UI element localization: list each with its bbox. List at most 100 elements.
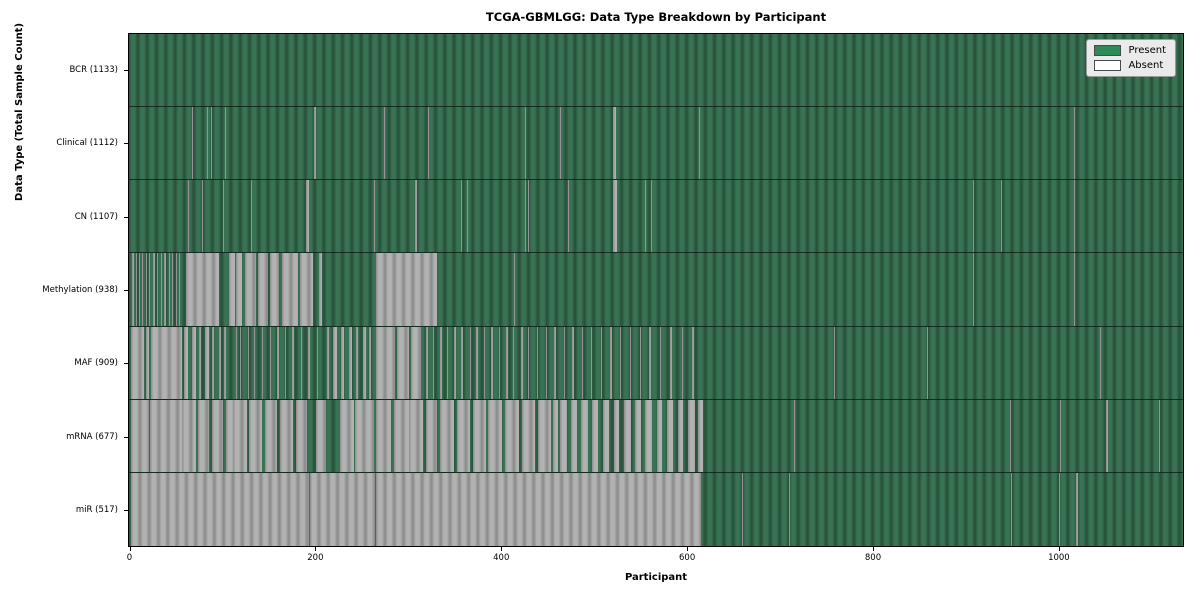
xtick-label-1000: 1000 bbox=[1048, 553, 1070, 563]
chart-title: TCGA-GBMLGG: Data Type Breakdown by Part… bbox=[485, 10, 827, 24]
absent-run bbox=[254, 326, 256, 399]
absent-run bbox=[150, 326, 182, 399]
absent-run bbox=[645, 180, 647, 253]
absent-run bbox=[498, 326, 500, 399]
absent-run bbox=[348, 326, 352, 399]
absent-run bbox=[224, 326, 227, 399]
ytick-mark bbox=[124, 143, 128, 145]
absent-run bbox=[491, 326, 493, 399]
absent-run bbox=[188, 180, 190, 253]
absent-run bbox=[528, 326, 530, 399]
xtick-label-400: 400 bbox=[493, 553, 510, 563]
absent-run bbox=[212, 399, 224, 472]
absent-run bbox=[590, 326, 593, 399]
absent-run bbox=[568, 180, 570, 253]
absent-run bbox=[163, 253, 166, 326]
ytick-mark bbox=[124, 363, 128, 365]
absent-run bbox=[635, 399, 641, 472]
ytick-mark bbox=[124, 216, 128, 218]
absent-run bbox=[393, 399, 410, 472]
absent-run bbox=[136, 253, 138, 326]
absent-run bbox=[536, 326, 539, 399]
absent-run bbox=[397, 326, 410, 399]
absent-run bbox=[186, 253, 219, 326]
xtick-label-0: 0 bbox=[126, 553, 133, 563]
absent-run bbox=[505, 399, 519, 472]
absent-run bbox=[257, 253, 269, 326]
absent-run bbox=[972, 253, 974, 326]
absent-run bbox=[317, 326, 319, 399]
absent-run bbox=[316, 399, 326, 472]
legend-item-present: Present bbox=[1094, 45, 1166, 56]
ytick-mark bbox=[124, 290, 128, 291]
ytick-label-methylation: Methylation (938) bbox=[42, 285, 118, 295]
present-swatch bbox=[1094, 45, 1122, 56]
row-methylation bbox=[129, 253, 1183, 327]
absent-run bbox=[581, 399, 588, 472]
absent-run bbox=[926, 326, 928, 399]
xtick-label-600: 600 bbox=[679, 553, 696, 563]
xtick-mark bbox=[129, 547, 131, 551]
absent-run bbox=[326, 326, 330, 399]
xtick-mark bbox=[1058, 547, 1060, 551]
absent-run bbox=[306, 180, 309, 253]
absent-run bbox=[247, 326, 250, 399]
absent-run bbox=[1075, 472, 1078, 546]
absent-run bbox=[476, 326, 479, 399]
absent-run bbox=[624, 399, 631, 472]
absent-run bbox=[341, 326, 345, 399]
absent-run bbox=[456, 399, 470, 472]
absent-run bbox=[168, 253, 170, 326]
absent-run bbox=[439, 326, 442, 399]
absent-run bbox=[610, 326, 612, 399]
absent-run bbox=[461, 326, 464, 399]
absent-run bbox=[251, 180, 253, 253]
absent-run bbox=[505, 326, 508, 399]
absent-run bbox=[236, 253, 242, 326]
absent-run bbox=[339, 399, 354, 472]
legend-present-label: Present bbox=[1128, 45, 1166, 56]
absent-run bbox=[313, 107, 317, 180]
absent-run bbox=[972, 180, 974, 253]
absent-run bbox=[650, 180, 652, 253]
absent-run bbox=[1058, 472, 1060, 546]
absent-run bbox=[461, 180, 463, 253]
absent-run bbox=[374, 180, 375, 253]
absent-run bbox=[181, 399, 196, 472]
absent-run bbox=[691, 326, 694, 399]
absent-run bbox=[788, 472, 790, 546]
absent-run bbox=[150, 399, 182, 472]
absent-run bbox=[656, 399, 663, 472]
absent-run bbox=[426, 399, 438, 472]
absent-run bbox=[244, 253, 256, 326]
absent-run bbox=[176, 253, 178, 326]
absent-run bbox=[199, 326, 202, 399]
absent-run bbox=[639, 326, 641, 399]
xtick-mark bbox=[873, 547, 874, 551]
absent-run bbox=[1099, 326, 1101, 399]
absent-run bbox=[211, 107, 213, 180]
absent-run bbox=[592, 399, 598, 472]
ytick-label-mir: miR (517) bbox=[75, 505, 118, 516]
absent-run bbox=[620, 326, 622, 399]
row-clinical bbox=[129, 107, 1183, 181]
absent-run bbox=[582, 326, 584, 399]
absent-run bbox=[269, 253, 280, 326]
absent-run bbox=[130, 399, 150, 472]
absent-swatch bbox=[1094, 60, 1122, 71]
absent-run bbox=[514, 253, 516, 326]
absent-run bbox=[521, 399, 535, 472]
absent-run bbox=[600, 326, 602, 399]
absent-run bbox=[439, 399, 454, 472]
absent-run bbox=[356, 326, 359, 399]
absent-run bbox=[157, 253, 159, 326]
ytick-label-mrna: mRNA (677) bbox=[66, 431, 118, 442]
absent-run bbox=[206, 107, 208, 180]
absent-run bbox=[414, 180, 417, 253]
absent-run bbox=[362, 326, 366, 399]
absent-run bbox=[447, 326, 449, 399]
absent-run bbox=[613, 399, 620, 472]
ytick-label-bcr: BCR (1133) bbox=[69, 64, 119, 75]
absent-run bbox=[319, 253, 322, 326]
plot-area: Present Absent bbox=[128, 33, 1184, 547]
